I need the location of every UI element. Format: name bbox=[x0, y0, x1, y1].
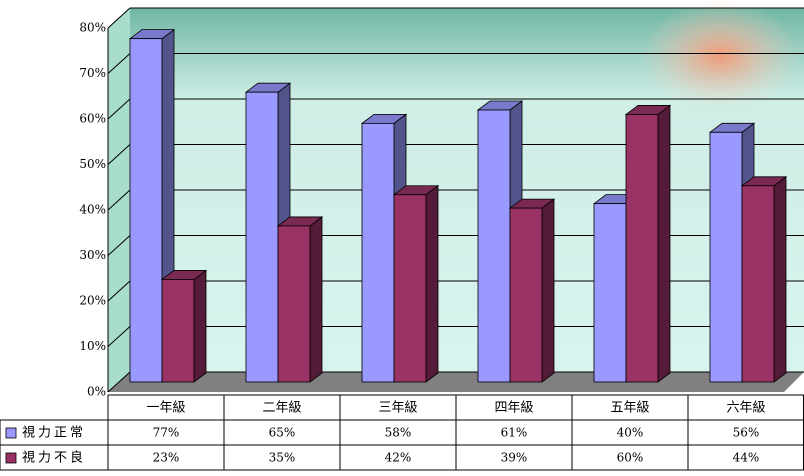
legend-label: 視力正常 bbox=[22, 426, 86, 441]
y-tick-label: 60% bbox=[79, 112, 106, 126]
y-tick-label: 40% bbox=[79, 203, 106, 217]
table-cell: 56% bbox=[733, 426, 760, 440]
bar-side bbox=[542, 199, 554, 382]
table-cell: 60% bbox=[617, 451, 644, 465]
bar bbox=[278, 217, 322, 382]
bar-front bbox=[626, 114, 658, 382]
bar-side bbox=[658, 105, 670, 382]
bar-side bbox=[774, 177, 786, 382]
y-tick-label: 70% bbox=[79, 66, 106, 80]
bar bbox=[626, 105, 670, 382]
category-label: 四年級 bbox=[494, 401, 533, 416]
chart: 0% 10% 20% 30% 40% 50% 60% 70% 80% 一年級 77% 23% 二年級 65… bbox=[0, 0, 804, 476]
y-tick-label: 20% bbox=[79, 294, 106, 308]
bar bbox=[742, 177, 786, 382]
bar-front bbox=[594, 204, 626, 382]
table-cell: 40% bbox=[617, 426, 644, 440]
bar-front bbox=[478, 110, 510, 382]
bar bbox=[394, 186, 438, 382]
table-cell: 61% bbox=[501, 426, 528, 440]
bar bbox=[510, 199, 554, 382]
bar-front bbox=[742, 186, 774, 382]
bar-front bbox=[162, 279, 194, 382]
table-cell: 39% bbox=[501, 451, 528, 465]
bar-front bbox=[710, 132, 742, 382]
legend-swatch bbox=[6, 453, 16, 463]
bar-side bbox=[194, 270, 206, 382]
y-tick-label: 0% bbox=[87, 385, 106, 399]
category-label: 三年級 bbox=[378, 401, 417, 416]
bar bbox=[162, 270, 206, 382]
bar-side bbox=[310, 217, 322, 382]
y-tick-label: 80% bbox=[79, 21, 106, 35]
table-cell: 35% bbox=[269, 451, 296, 465]
floor bbox=[108, 372, 804, 392]
table-cell: 58% bbox=[385, 426, 412, 440]
category-label: 五年級 bbox=[610, 401, 649, 416]
table-cell: 23% bbox=[153, 451, 180, 465]
table-cell: 77% bbox=[153, 426, 180, 440]
bar-front bbox=[246, 92, 278, 382]
bar-front bbox=[394, 195, 426, 382]
y-tick-label: 10% bbox=[79, 339, 106, 353]
bar-front bbox=[130, 39, 162, 382]
table-cell: 42% bbox=[385, 451, 412, 465]
bar-front bbox=[362, 123, 394, 382]
category-label: 六年級 bbox=[726, 401, 765, 416]
table-cell: 65% bbox=[269, 426, 296, 440]
y-tick-label: 50% bbox=[79, 157, 106, 171]
y-tick-label: 30% bbox=[79, 248, 106, 262]
bar-front bbox=[278, 226, 310, 382]
bar-side bbox=[426, 186, 438, 382]
bar-front bbox=[510, 208, 542, 382]
decor bbox=[640, 0, 800, 110]
category-label: 二年級 bbox=[262, 401, 301, 416]
category-label: 一年級 bbox=[146, 401, 185, 416]
legend-swatch bbox=[6, 428, 16, 438]
table-cell: 44% bbox=[733, 451, 760, 465]
legend-label: 視力不良 bbox=[22, 450, 86, 466]
